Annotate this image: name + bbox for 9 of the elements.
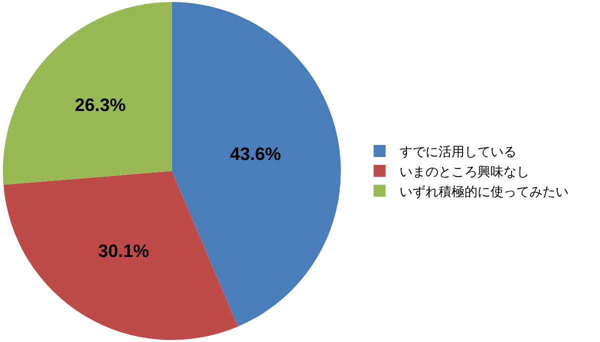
data-label: 26.3% [74, 95, 126, 116]
pie-slice [3, 2, 172, 185]
data-label: 43.6% [230, 144, 282, 164]
pie-slice [172, 2, 341, 327]
pie-slice [3, 171, 238, 340]
legend-label: すでに活用している [400, 145, 517, 160]
legend-label: いずれ積極的に使ってみたい [400, 184, 569, 200]
data-label: 30.1% [98, 240, 150, 261]
legend-label: いまのところ興味なし [400, 164, 530, 180]
